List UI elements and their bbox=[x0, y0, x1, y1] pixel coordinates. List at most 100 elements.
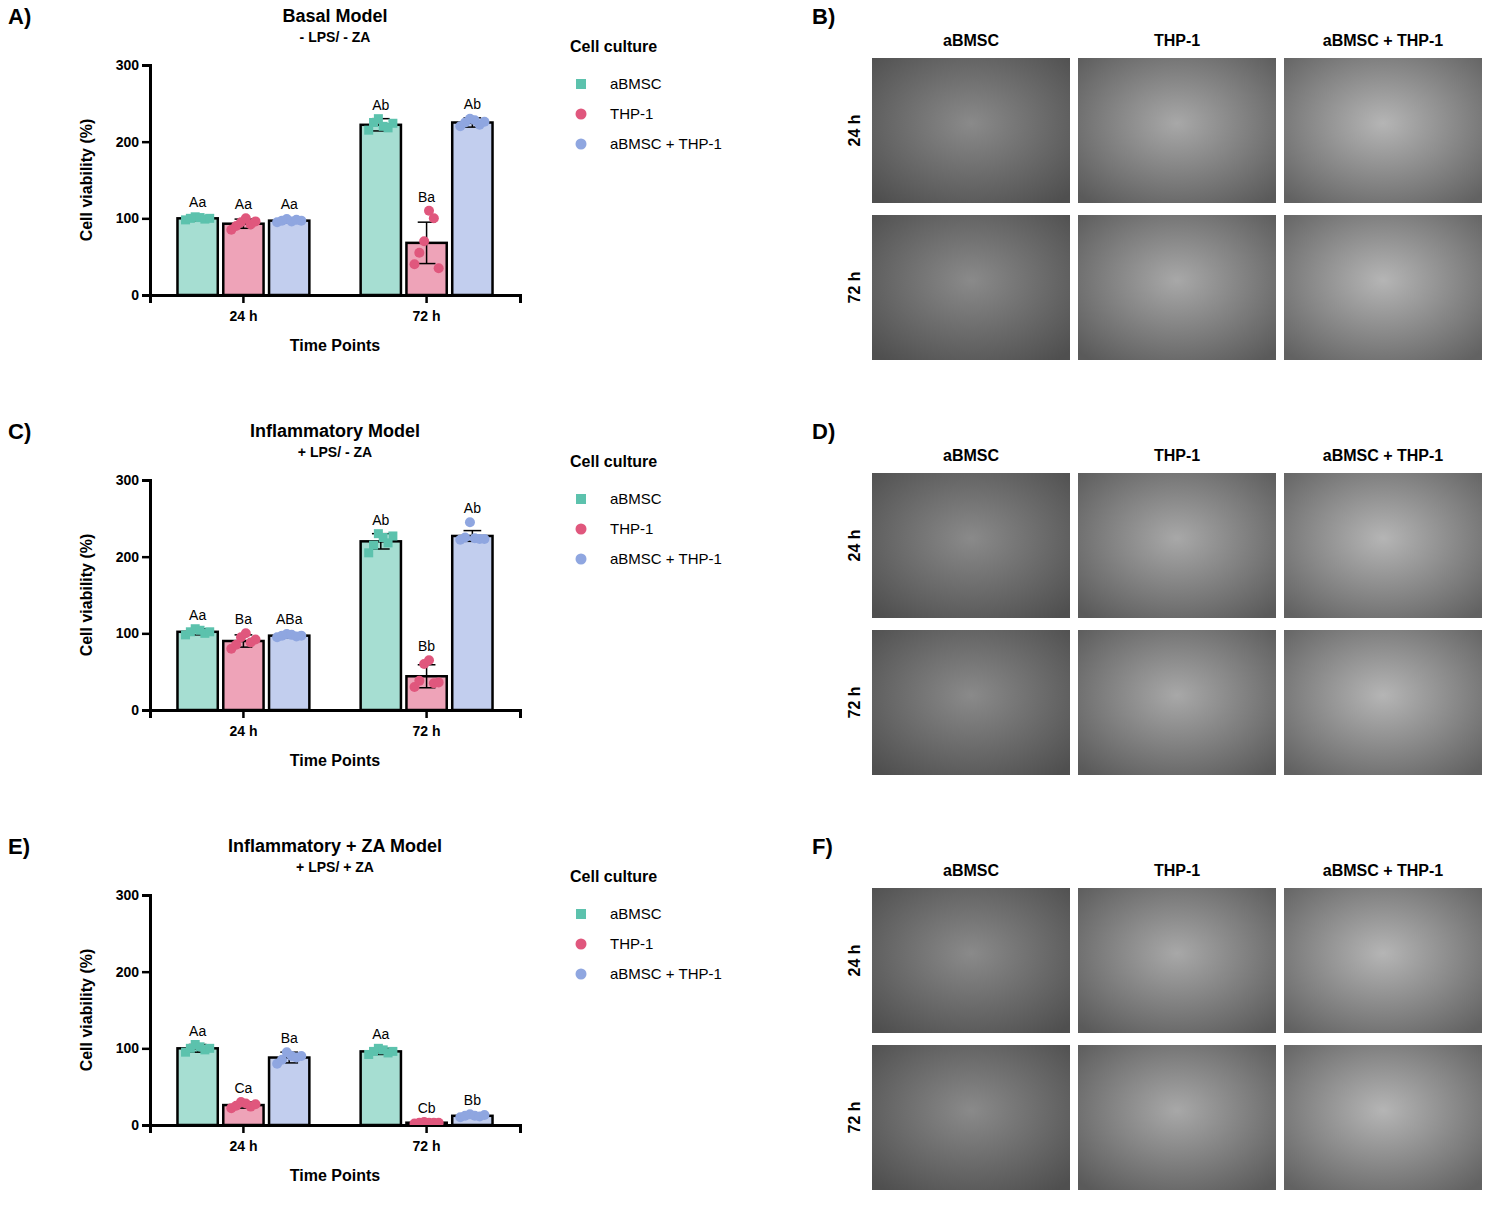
y-tick-mark bbox=[142, 141, 150, 144]
y-tick-label: 300 bbox=[116, 472, 140, 488]
bar bbox=[361, 1051, 401, 1125]
micrograph bbox=[1284, 58, 1482, 203]
bar bbox=[177, 1048, 217, 1125]
row-label: 72 h bbox=[846, 686, 863, 718]
y-tick: 100 bbox=[116, 625, 150, 641]
y-tick: 200 bbox=[116, 964, 150, 980]
x-axis: 24 h72 h bbox=[151, 1125, 521, 1154]
y-tick-mark bbox=[142, 894, 150, 897]
legend-label: aBMSC bbox=[610, 905, 662, 922]
x-tick-label: 72 h bbox=[413, 723, 441, 739]
y-tick-label: 100 bbox=[116, 1040, 140, 1056]
y-tick-label: 300 bbox=[116, 57, 140, 73]
data-point bbox=[388, 1047, 397, 1056]
chart-panel: C)Inflammatory Model+ LPS/ - ZA010020030… bbox=[8, 419, 722, 769]
legend-item: THP-1 bbox=[576, 105, 654, 122]
row-label: 24 h bbox=[846, 114, 863, 146]
legend-label: THP-1 bbox=[610, 935, 653, 952]
legend-marker bbox=[576, 939, 587, 950]
y-tick-label: 200 bbox=[116, 134, 140, 150]
column-title: aBMSC + THP-1 bbox=[1323, 447, 1444, 464]
data-point bbox=[434, 263, 444, 273]
x-axis-line bbox=[151, 296, 521, 304]
legend-item: aBMSC bbox=[576, 490, 662, 507]
significance-label: Aa bbox=[189, 607, 206, 623]
group-labels: AaAbAaBaAaAb bbox=[189, 96, 481, 212]
column-title: aBMSC bbox=[943, 862, 999, 879]
significance-label: Ba bbox=[418, 189, 435, 205]
data-point bbox=[409, 259, 419, 269]
data-point bbox=[434, 677, 444, 687]
y-tick-label: 0 bbox=[131, 1117, 139, 1133]
x-axis: 24 h72 h bbox=[151, 710, 521, 739]
data-point bbox=[241, 628, 251, 638]
bar bbox=[361, 541, 401, 710]
column-title: THP-1 bbox=[1154, 447, 1200, 464]
significance-label: Ab bbox=[372, 512, 389, 528]
y-tick-label: 300 bbox=[116, 887, 140, 903]
data-point bbox=[205, 1044, 214, 1053]
data-point bbox=[296, 216, 306, 226]
legend-title: Cell culture bbox=[570, 453, 657, 470]
y-tick-label: 100 bbox=[116, 210, 140, 226]
micrograph bbox=[1284, 1045, 1482, 1190]
y-axis-line bbox=[142, 896, 151, 1126]
y-tick: 0 bbox=[131, 287, 150, 303]
bar bbox=[361, 125, 401, 295]
panel-letter: D) bbox=[812, 419, 835, 444]
micrograph bbox=[1078, 215, 1276, 360]
bar bbox=[452, 536, 492, 710]
micrograph bbox=[1284, 630, 1482, 775]
data-point bbox=[429, 213, 439, 223]
row-label: 24 h bbox=[846, 529, 863, 561]
data-point bbox=[251, 1099, 261, 1109]
legend-item: THP-1 bbox=[576, 935, 654, 952]
data-point bbox=[434, 1118, 444, 1125]
legend-item: aBMSC bbox=[576, 75, 662, 92]
data-point bbox=[424, 655, 434, 665]
significance-label: Ab bbox=[464, 96, 481, 112]
x-axis-title: Time Points bbox=[290, 1167, 380, 1184]
legend-item: aBMSC bbox=[576, 905, 662, 922]
legend-label: THP-1 bbox=[610, 105, 653, 122]
image-panel: D)aBMSCTHP-1aBMSC + THP-124 h72 h bbox=[812, 419, 1482, 775]
data-point bbox=[419, 236, 429, 246]
y-tick-mark bbox=[142, 633, 150, 636]
micrograph bbox=[872, 630, 1070, 775]
legend-marker bbox=[576, 554, 587, 565]
y-tick-label: 0 bbox=[131, 287, 139, 303]
group-labels: AaAbBaBbABaAb bbox=[189, 500, 481, 654]
x-tick-mark bbox=[242, 295, 245, 303]
y-axis: 0 100 200 300 bbox=[116, 57, 151, 303]
figure: A)Basal Model- LPS/ - ZA010020030024 h72… bbox=[0, 0, 1500, 1230]
y-tick-label: 0 bbox=[131, 702, 139, 718]
micrograph bbox=[1078, 1045, 1276, 1190]
significance-label: Ab bbox=[372, 97, 389, 113]
legend-marker bbox=[576, 494, 586, 504]
data-point bbox=[414, 676, 424, 686]
micrograph bbox=[1078, 473, 1276, 618]
column-title: aBMSC + THP-1 bbox=[1323, 862, 1444, 879]
legend-label: aBMSC bbox=[610, 75, 662, 92]
column-title: aBMSC bbox=[943, 32, 999, 49]
chart-subtitle: - LPS/ - ZA bbox=[300, 29, 371, 45]
data-point bbox=[296, 1051, 306, 1061]
significance-label: Ba bbox=[281, 1030, 298, 1046]
legend: Cell cultureaBMSCTHP-1aBMSC + THP-1 bbox=[570, 38, 722, 152]
significance-label: Ba bbox=[235, 611, 252, 627]
y-tick-mark bbox=[142, 218, 150, 221]
x-tick-label: 24 h bbox=[229, 308, 257, 324]
micrograph bbox=[1078, 630, 1276, 775]
column-title: aBMSC + THP-1 bbox=[1323, 32, 1444, 49]
legend-label: THP-1 bbox=[610, 520, 653, 537]
data-point bbox=[414, 248, 424, 258]
significance-label: Aa bbox=[281, 196, 298, 212]
x-tick-mark bbox=[425, 1125, 428, 1133]
y-tick-mark bbox=[142, 556, 150, 559]
row-label: 24 h bbox=[846, 944, 863, 976]
data-point bbox=[364, 548, 373, 557]
micrograph bbox=[872, 888, 1070, 1033]
legend-marker bbox=[576, 139, 587, 150]
y-tick: 200 bbox=[116, 134, 150, 150]
micrograph bbox=[872, 473, 1070, 618]
